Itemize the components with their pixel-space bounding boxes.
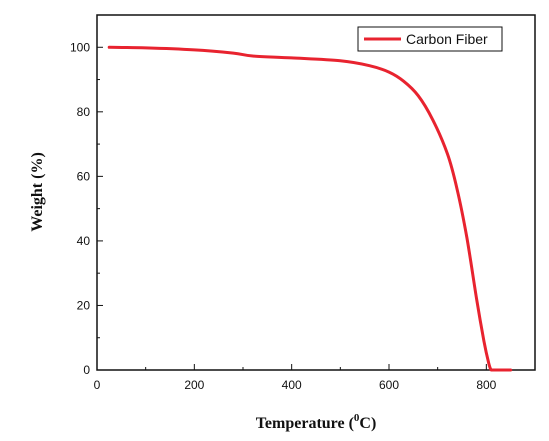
x-tick-label: 200 — [184, 378, 204, 392]
x-axis-title-superscript: 0 — [354, 412, 360, 424]
x-axis-title-text: Temperature ( — [256, 415, 354, 432]
y-tick-label: 60 — [77, 169, 91, 183]
x-tick-label: 600 — [379, 378, 399, 392]
y-axis-ticks: 0 20 40 60 80 100 — [70, 40, 103, 377]
x-axis-ticks: 0 200 400 600 800 — [94, 364, 497, 392]
x-tick-label: 400 — [282, 378, 302, 392]
y-tick-label: 40 — [77, 234, 91, 248]
series-line-carbon-fiber — [107, 45, 513, 372]
y-tick-label: 20 — [77, 298, 91, 312]
x-tick-label: 0 — [94, 378, 101, 392]
x-tick-label: 800 — [476, 378, 496, 392]
y-axis-title: Weight (%) — [29, 152, 46, 232]
legend-label: Carbon Fiber — [406, 31, 488, 47]
y-tick-label: 0 — [83, 363, 90, 377]
plot-frame — [96, 14, 536, 371]
y-tick-label: 80 — [77, 105, 91, 119]
x-axis-title-unit: C) — [359, 415, 376, 432]
legend: Carbon Fiber — [357, 26, 503, 52]
y-tick-label: 100 — [70, 40, 90, 54]
x-axis-title: Temperature (0C) — [256, 412, 377, 432]
